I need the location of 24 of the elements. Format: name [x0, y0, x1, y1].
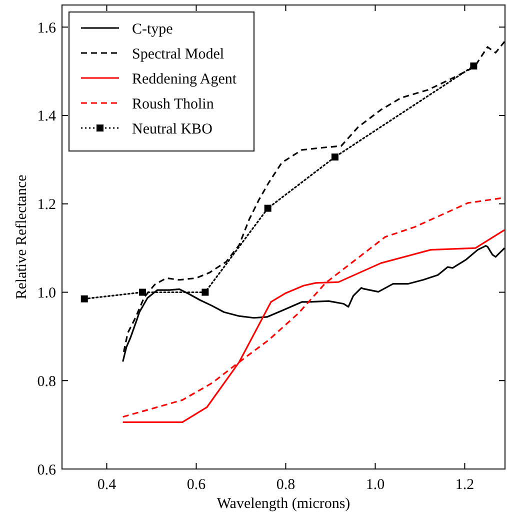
point — [80, 295, 88, 302]
legend-label: C-type — [132, 21, 174, 38]
x-tick-label: 1.0 — [366, 477, 385, 493]
point — [264, 204, 272, 212]
y-tick-label: 1.6 — [37, 20, 56, 36]
y-tick-label: 1.2 — [37, 197, 56, 214]
point — [331, 154, 338, 161]
legend-label: Roush Tholin — [132, 96, 214, 112]
y-tick-label: 0.6 — [37, 462, 56, 478]
x-axis-title: Wavelength (microns) — [216, 496, 350, 512]
y-tick-label: 0.8 — [37, 374, 56, 390]
legend-label: Spectral Model — [132, 46, 224, 62]
x-tick-label: 0.6 — [186, 477, 206, 493]
x-tick-label: 0.8 — [276, 477, 296, 493]
x-tick-label: 0.4 — [97, 477, 117, 493]
x-tick-label: 1.2 — [455, 477, 474, 493]
y-tick-label: 1.4 — [37, 108, 56, 125]
point — [139, 288, 146, 296]
y-tick-label: 1.0 — [37, 285, 56, 302]
legend-label: Neutral KBO — [132, 121, 213, 138]
y-axis-title: Relative Reflectance — [14, 174, 30, 300]
legend-label: Reddening Agent — [132, 71, 238, 88]
point — [202, 288, 209, 296]
point — [470, 62, 478, 70]
